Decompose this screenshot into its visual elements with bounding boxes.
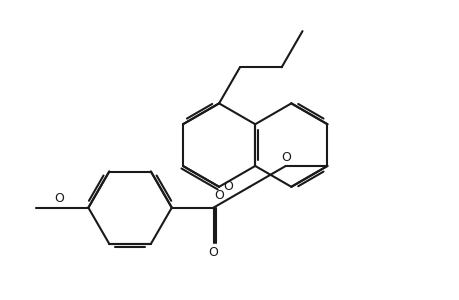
Text: O: O <box>214 189 224 202</box>
Text: O: O <box>54 192 64 205</box>
Text: O: O <box>223 180 232 193</box>
Text: O: O <box>208 246 218 260</box>
Text: O: O <box>280 151 290 164</box>
